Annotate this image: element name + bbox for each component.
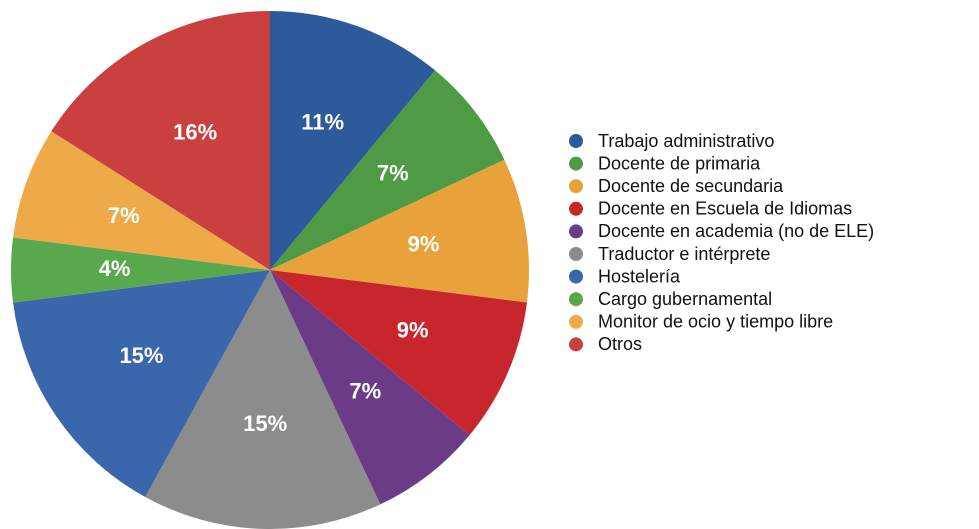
legend-marker <box>569 179 583 194</box>
legend-marker <box>569 247 583 261</box>
legend-label: Monitor de ocio y tiempo libre <box>598 312 833 332</box>
legend-label: Docente de secundaria <box>598 176 784 196</box>
pie-slice <box>270 159 529 303</box>
pie-slice <box>270 11 436 270</box>
data-label: 7% <box>108 203 140 228</box>
legend-marker <box>569 201 583 216</box>
data-label: 16% <box>173 120 217 145</box>
legend-label: Cargo gubernamental <box>598 289 772 309</box>
data-label: 9% <box>408 232 440 257</box>
data-label: 15% <box>243 411 287 436</box>
legend-marker <box>569 156 583 171</box>
legend-label: Hostelería <box>598 266 681 286</box>
legend-label: Trabajo administrativo <box>598 131 774 151</box>
pie-slice <box>51 11 271 270</box>
pie-slice <box>145 270 381 529</box>
legend-label: Traductor e intérprete <box>598 244 770 264</box>
data-label: 4% <box>99 256 131 281</box>
legend-marker <box>569 269 583 284</box>
data-label: 7% <box>377 161 409 186</box>
legend-marker <box>569 292 583 307</box>
pie-slice <box>11 237 271 303</box>
legend-marker <box>569 337 583 352</box>
pie-slice <box>13 270 270 497</box>
legend-label: Otros <box>598 334 642 354</box>
legend-label: Docente en academia (no de ELE) <box>598 221 874 241</box>
legend-label: Docente de primaria <box>598 153 761 173</box>
legend-marker <box>569 224 583 239</box>
data-label: 15% <box>119 343 163 368</box>
pie-slice <box>270 270 470 505</box>
legend-marker <box>569 134 583 148</box>
pie-slice <box>13 131 270 270</box>
legend-marker <box>569 314 583 329</box>
data-label: 9% <box>397 318 429 343</box>
legend-label: Docente en Escuela de Idiomas <box>598 199 852 219</box>
data-label: 7% <box>349 379 381 404</box>
pie-slice <box>270 270 527 436</box>
data-label: 11% <box>301 110 344 135</box>
pie-slice <box>270 70 505 270</box>
